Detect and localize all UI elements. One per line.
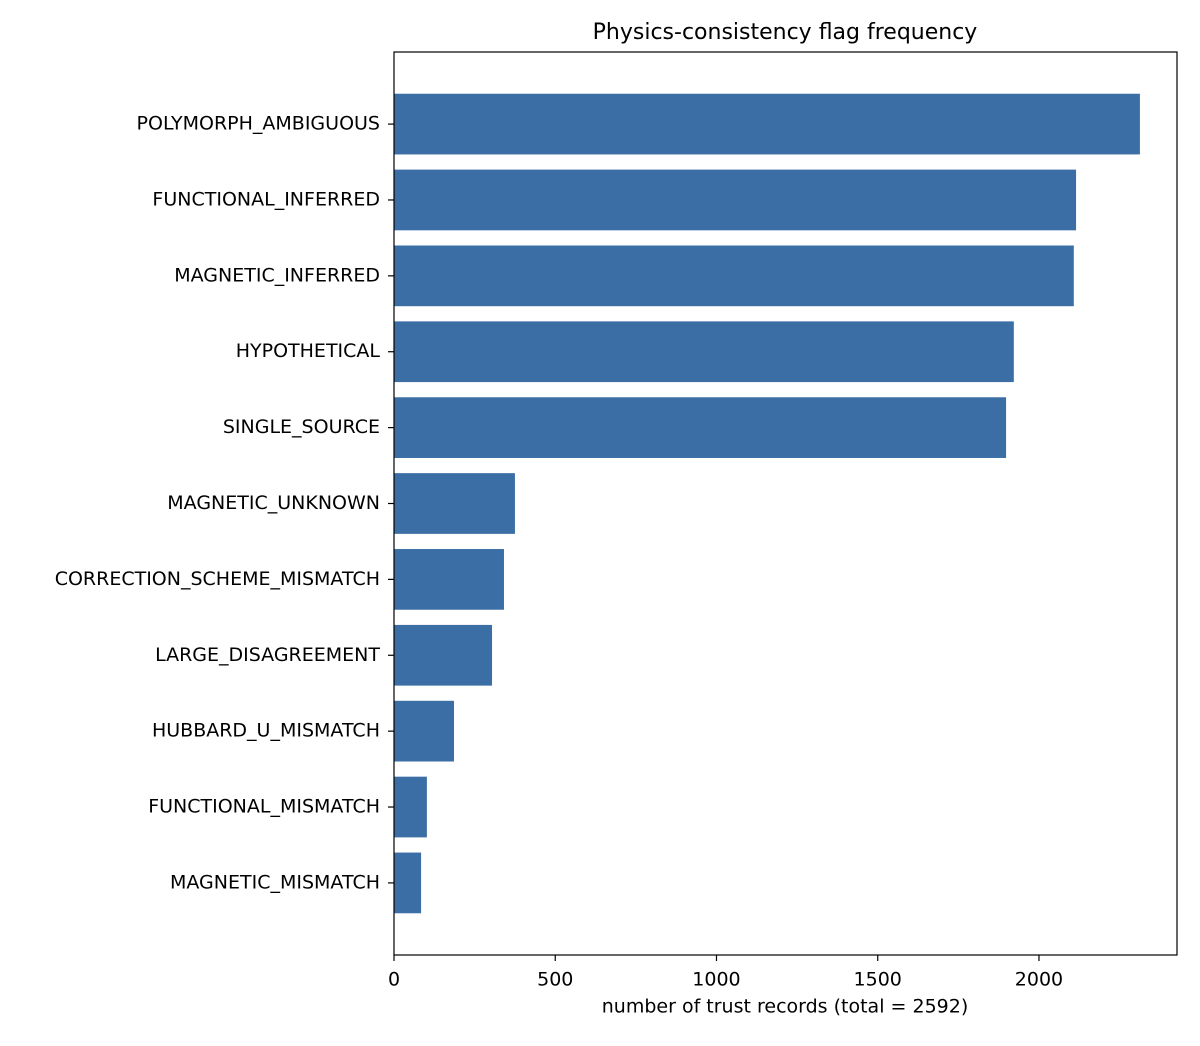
- y-tick-label: POLYMORPH_AMBIGUOUS: [137, 113, 380, 135]
- bar: [394, 397, 1007, 458]
- x-tick-label: 500: [537, 969, 573, 991]
- bar: [394, 700, 454, 762]
- plot-frame: [393, 51, 1178, 956]
- y-tick-label: HUBBARD_U_MISMATCH: [152, 720, 380, 742]
- x-axis-label: number of trust records (total = 2592): [602, 996, 969, 1018]
- bar: [394, 852, 422, 914]
- x-tick-label: 2000: [1015, 969, 1063, 991]
- y-tick-label: MAGNETIC_MISMATCH: [170, 871, 380, 893]
- y-tick-label: CORRECTION_SCHEME_MISMATCH: [55, 568, 380, 590]
- bar: [394, 321, 1014, 383]
- y-tick-label: MAGNETIC_UNKNOWN: [167, 492, 380, 514]
- x-tick-label: 1000: [692, 969, 740, 991]
- x-tick-label: 1500: [854, 969, 902, 991]
- bar: [394, 245, 1074, 307]
- y-tick-label: MAGNETIC_INFERRED: [174, 264, 380, 286]
- bar: [394, 169, 1077, 231]
- y-tick-label: SINGLE_SOURCE: [223, 416, 380, 438]
- bar: [394, 624, 493, 686]
- bar: [394, 549, 504, 610]
- y-tick-label: LARGE_DISAGREEMENT: [155, 644, 380, 666]
- chart-title: Physics-consistency flag frequency: [593, 20, 978, 45]
- bar: [394, 93, 1140, 155]
- x-tick-label: 0: [388, 969, 400, 991]
- y-tick-label: HYPOTHETICAL: [236, 340, 381, 362]
- y-tick-label: FUNCTIONAL_INFERRED: [152, 188, 380, 210]
- bar: [394, 776, 427, 838]
- bar: [394, 473, 515, 534]
- y-tick-label: FUNCTIONAL_MISMATCH: [148, 796, 380, 818]
